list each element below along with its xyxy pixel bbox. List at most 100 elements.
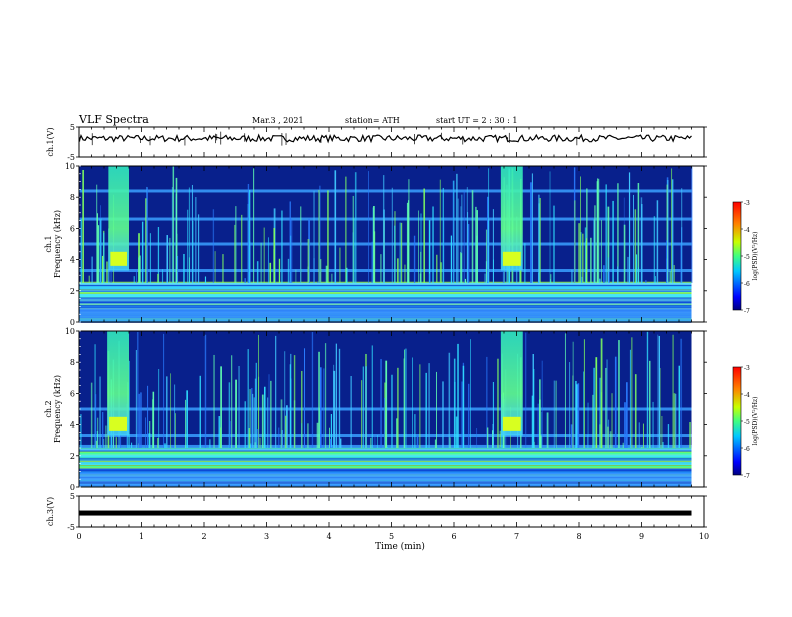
sferic-line — [264, 228, 265, 283]
noise-band — [79, 306, 692, 307]
x-tick-label: 10 — [699, 532, 709, 541]
sferic-line — [131, 443, 132, 448]
figure-title: VLF Spectra — [79, 113, 149, 126]
sferic-line — [659, 336, 660, 448]
sferic-line — [273, 228, 275, 283]
sferic-line — [183, 254, 184, 283]
sferic-line — [691, 167, 692, 283]
sferic-line — [601, 392, 602, 448]
sferic-line — [689, 422, 690, 448]
sferic-line — [671, 168, 672, 283]
sferic-line — [397, 258, 398, 283]
sferic-line — [467, 212, 468, 283]
y-tick-label: 2 — [70, 452, 75, 461]
sferic-line — [630, 350, 631, 448]
y-axis-label: ch.3(V) — [46, 497, 55, 526]
sferic-line — [594, 205, 595, 283]
sferic-line — [460, 252, 461, 283]
y-tick-label: 10 — [65, 162, 75, 171]
sferic-line — [281, 211, 283, 283]
sferic-line — [470, 339, 471, 448]
sferic-line — [550, 171, 551, 283]
sferic-line — [102, 256, 103, 283]
sferic-line — [615, 357, 617, 448]
sferic-line — [404, 350, 405, 448]
sferic-line — [465, 279, 466, 283]
sferic-line — [583, 372, 584, 448]
sferic-line — [149, 433, 151, 448]
sferic-line — [391, 375, 392, 448]
sferic-line — [582, 234, 583, 283]
sferic-line — [345, 177, 346, 283]
sferic-line — [116, 437, 117, 448]
sferic-line — [405, 349, 407, 448]
sferic-line — [577, 383, 579, 448]
sferic-line — [218, 416, 220, 448]
sferic-line — [269, 263, 271, 283]
sferic-line — [262, 395, 264, 448]
sferic-line — [412, 357, 413, 448]
sferic-line — [185, 400, 186, 448]
sferic-line — [605, 184, 606, 283]
sferic-line — [401, 223, 402, 283]
colorbar-tick-label: -3 — [744, 365, 750, 372]
sferic-line — [679, 366, 680, 448]
sferic-line — [163, 334, 164, 448]
sferic-line — [463, 366, 464, 448]
sferic-line — [222, 254, 223, 283]
colorbar-tick-label: -4 — [744, 392, 750, 399]
sferic-line — [610, 431, 612, 448]
sferic-line — [288, 259, 289, 283]
y-tick-label: 10 — [65, 327, 75, 336]
sferic-line — [281, 399, 283, 448]
sferic-line — [386, 447, 388, 448]
sferic-line — [597, 178, 598, 283]
sferic-line — [488, 168, 489, 283]
sferic-line — [213, 209, 214, 283]
y-axis-channel-label: ch.2 — [44, 400, 53, 417]
sferic-line — [635, 209, 636, 283]
sferic-line — [451, 236, 452, 283]
sferic-line — [261, 243, 262, 283]
sferic-line — [81, 219, 82, 283]
sferic-line — [436, 255, 437, 283]
sferic-line — [307, 423, 308, 448]
sferic-line — [414, 414, 415, 448]
sferic-line — [97, 213, 98, 283]
y-axis-label: ch.1(V) — [46, 127, 55, 156]
sferic-line — [375, 437, 376, 448]
sferic-line — [647, 332, 648, 448]
spectral-band — [79, 269, 692, 272]
sferic-line — [248, 349, 249, 448]
colorbar-tick-label: -7 — [744, 473, 750, 480]
spectral-band — [79, 462, 692, 465]
sferic-line — [176, 178, 178, 283]
sferic-line — [675, 394, 676, 448]
sferic-line — [98, 225, 99, 283]
sferic-line — [234, 225, 235, 283]
sferic-line — [256, 363, 257, 448]
sferic-line — [385, 361, 387, 448]
sferic-line — [532, 396, 533, 448]
sferic-line — [540, 436, 541, 448]
sferic-line — [645, 280, 647, 283]
sferic-line — [440, 180, 441, 283]
sferic-line — [668, 424, 669, 448]
sferic-line — [575, 381, 576, 448]
sferic-line — [209, 439, 210, 448]
sferic-line — [565, 333, 566, 448]
x-tick-label: 6 — [451, 532, 456, 541]
sferic-line — [319, 186, 320, 283]
sferic-line — [173, 446, 174, 448]
sferic-line — [361, 380, 362, 448]
sferic-line — [350, 376, 351, 448]
sferic-line — [330, 439, 331, 448]
sferic-line — [440, 262, 442, 283]
sferic-line — [629, 172, 630, 283]
sferic-line — [329, 428, 330, 448]
sferic-line — [318, 352, 319, 448]
sferic-line — [158, 369, 159, 448]
sferic-line — [136, 269, 137, 283]
x-tick-label: 2 — [201, 532, 206, 541]
